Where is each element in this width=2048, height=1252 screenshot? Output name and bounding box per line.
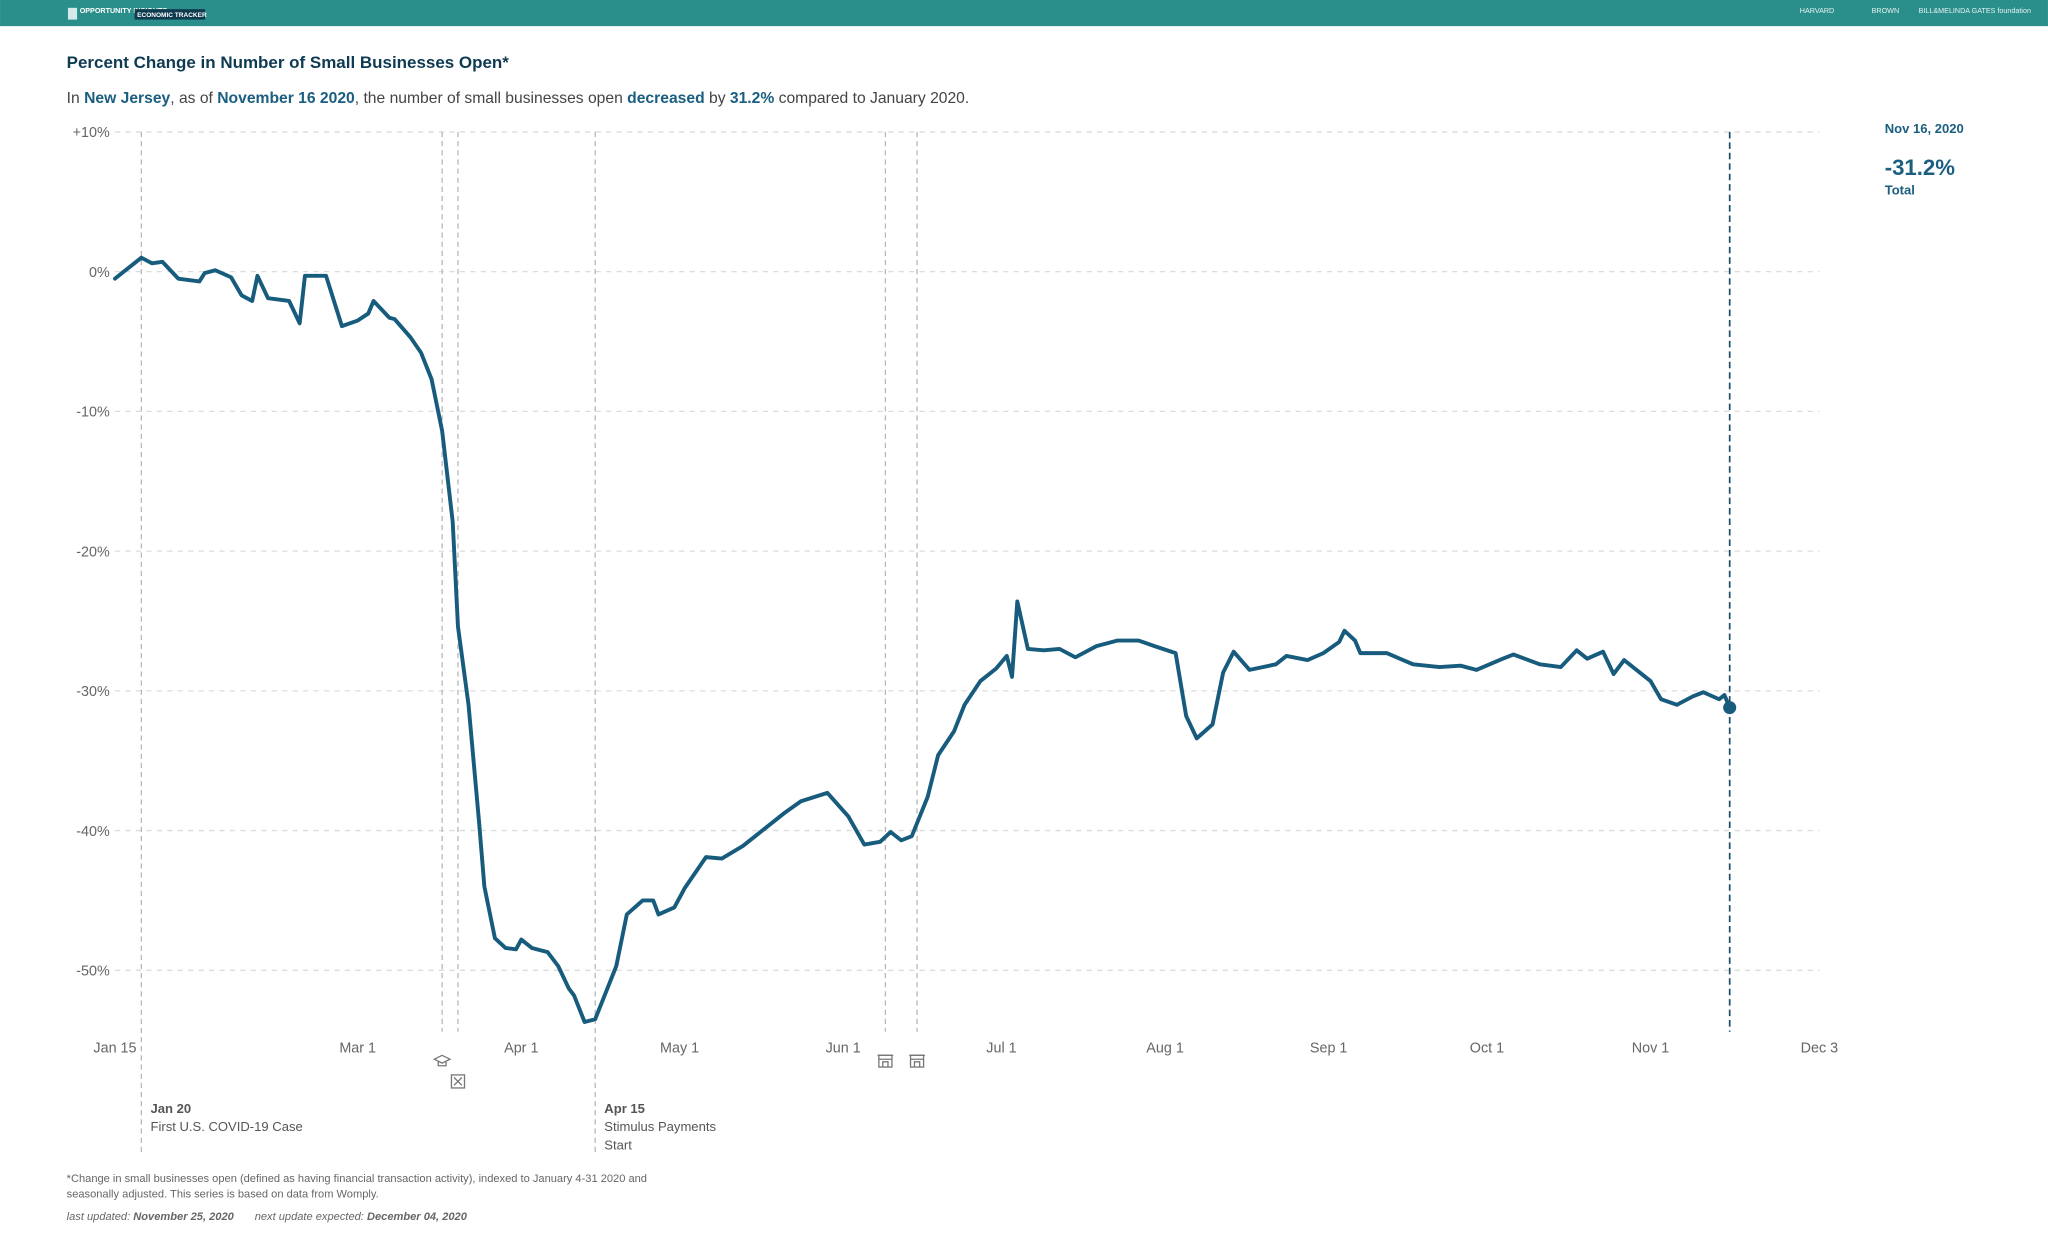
- product-badge: [134, 9, 206, 20]
- subtitle: In New Jersey, as of November 16 2020, t…: [67, 90, 970, 107]
- event-icon[interactable]: [450, 1074, 466, 1089]
- update-label: last updated:: [67, 1211, 134, 1223]
- icon-shape: [909, 1054, 925, 1068]
- x-tick-label: Sep 1: [1310, 1041, 1348, 1057]
- y-tick-label: +10%: [73, 125, 110, 141]
- subtitle-text: In: [67, 90, 84, 107]
- x-tick-label: Jul 1: [986, 1041, 1016, 1057]
- brand-logo[interactable]: OPPORTUNITY INSIGHTS ECONOMIC TRACKER: [67, 7, 207, 20]
- event-icon[interactable]: [432, 1054, 452, 1067]
- x-tick-label: Apr 1: [504, 1041, 538, 1057]
- y-tick-label: 0%: [89, 265, 110, 281]
- subtitle-highlight: decreased: [627, 90, 704, 107]
- event-date: Jan 20: [151, 1101, 192, 1116]
- next-date: December 04, 2020: [367, 1211, 468, 1223]
- y-tick-label: -20%: [76, 544, 110, 560]
- last-point: [1723, 701, 1737, 715]
- x-tick-label: Oct 1: [1470, 1041, 1504, 1057]
- update-date: November 25, 2020: [133, 1211, 234, 1223]
- subtitle-text: compared to January 2020.: [774, 90, 969, 107]
- y-tick-label: -50%: [76, 964, 110, 980]
- summary-value: -31.2%: [1885, 155, 1956, 180]
- x-tick-label: Dec 3: [1801, 1041, 1839, 1057]
- footnote: seasonally adjusted. This series is base…: [67, 1189, 379, 1201]
- y-tick-label: -10%: [76, 405, 110, 421]
- subtitle-highlight: New Jersey: [84, 90, 170, 107]
- event-text: Start: [604, 1137, 632, 1152]
- partner-logo: BROWN: [1872, 7, 1900, 15]
- event-date: Apr 15: [604, 1101, 645, 1116]
- subtitle-text: , as of: [170, 90, 217, 107]
- event-icon[interactable]: [909, 1054, 925, 1068]
- summary-date: Nov 16, 2020: [1885, 121, 1964, 136]
- y-tick-label: -30%: [76, 684, 110, 700]
- x-tick-label: Nov 1: [1632, 1041, 1670, 1057]
- subtitle-text: , the number of small businesses open: [355, 90, 627, 107]
- subtitle-highlight: November 16 2020: [217, 90, 355, 107]
- icon-shape: [432, 1054, 452, 1067]
- summary-label: Total: [1885, 183, 1915, 198]
- update-info: last updated: November 25, 2020 next upda…: [67, 1211, 468, 1223]
- icon-shape: [453, 1077, 463, 1086]
- icon-shape: [877, 1054, 894, 1068]
- product-name: ECONOMIC TRACKER: [137, 12, 207, 19]
- chart-title: Percent Change in Number of Small Busine…: [67, 53, 510, 72]
- next-label: next update expected:: [255, 1211, 367, 1223]
- partner-logo: BILL&MELINDA GATES foundation: [1919, 7, 2031, 15]
- logo-mark: [67, 7, 78, 20]
- partner-logo: HARVARD: [1800, 7, 1834, 15]
- footnote: *Change in small businesses open (define…: [67, 1173, 647, 1185]
- subtitle-highlight: 31.2%: [730, 90, 774, 107]
- x-tick-label: Jun 1: [826, 1041, 861, 1057]
- y-tick-label: -40%: [76, 824, 110, 840]
- icon-shape: [450, 1074, 466, 1089]
- x-tick-label: Aug 1: [1146, 1041, 1184, 1057]
- event-text: First U.S. COVID-19 Case: [151, 1119, 303, 1134]
- x-tick-label: May 1: [660, 1041, 699, 1057]
- subtitle-text: by: [705, 90, 730, 107]
- data-line: [113, 255, 1732, 1024]
- x-tick-label: Jan 15: [93, 1041, 136, 1057]
- brand-name: OPPORTUNITY INSIGHTS: [80, 7, 168, 15]
- header-bar: [0, 0, 2048, 27]
- event-icon[interactable]: [877, 1054, 894, 1068]
- event-text: Stimulus Payments: [604, 1119, 716, 1134]
- x-tick-label: Mar 1: [339, 1041, 376, 1057]
